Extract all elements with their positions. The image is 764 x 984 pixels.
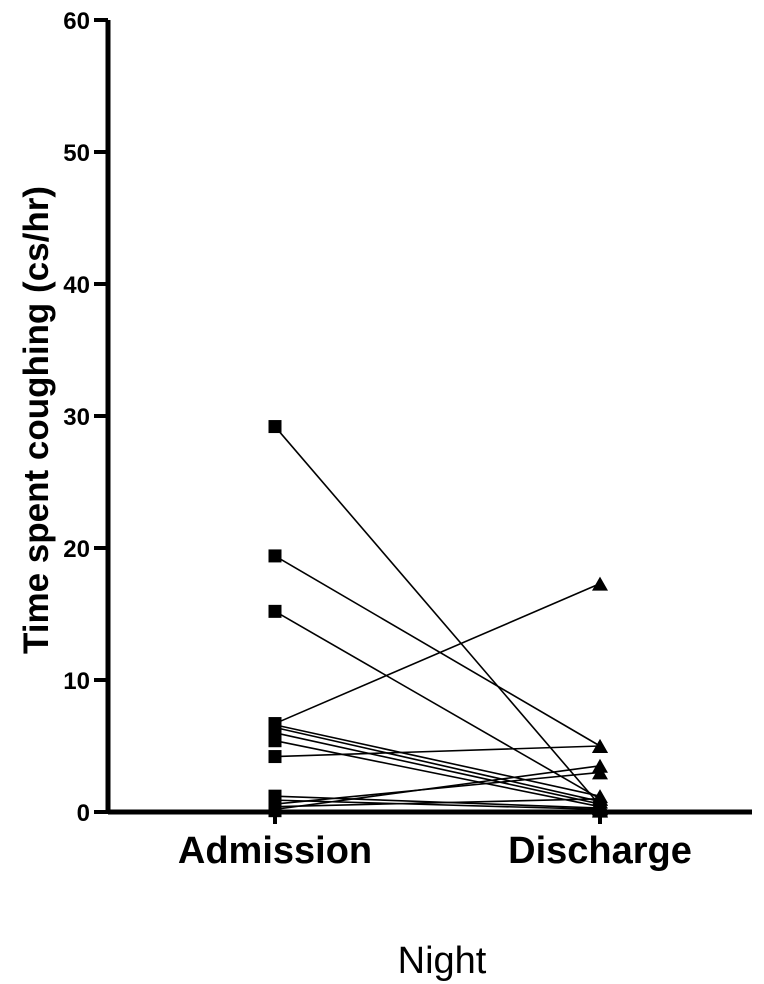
pair-line	[274, 765, 601, 811]
pair-line	[274, 726, 601, 803]
pair-line	[274, 582, 601, 725]
discharge-marker	[592, 758, 608, 773]
y-ticks: 0 10 20 30 40 50 60	[63, 8, 108, 827]
discharge-marker	[592, 803, 608, 818]
discharge-marker	[592, 791, 608, 806]
pair-line	[274, 739, 601, 808]
admission-marker	[268, 734, 282, 748]
x-category-label: Discharge	[508, 830, 692, 872]
admission-marker	[268, 420, 282, 434]
admission-marker	[268, 604, 282, 618]
discharge-marker	[592, 739, 608, 753]
pair-line	[274, 426, 601, 806]
y-tick-label: 50	[63, 140, 90, 167]
pair-line	[274, 798, 601, 808]
admission-marker	[268, 750, 282, 764]
discharge-marker	[592, 576, 608, 591]
axes	[105, 20, 752, 815]
data-markers	[268, 420, 608, 818]
pair-line	[274, 724, 601, 797]
admission-marker	[268, 549, 282, 563]
y-axis-title: Time spent coughing (cs/hr)	[17, 186, 56, 654]
pair-line	[274, 610, 601, 800]
y-tick-label: 10	[63, 668, 90, 695]
x-axis-title: Night	[398, 940, 487, 982]
y-tick-label: 40	[63, 272, 90, 299]
x-category-labels: Admission Discharge	[178, 812, 692, 872]
y-tick-label: 60	[63, 8, 90, 35]
pair-line	[274, 555, 601, 747]
pair-line	[274, 745, 601, 758]
y-tick-label: 0	[77, 800, 90, 827]
admission-marker	[268, 804, 282, 818]
y-tick-label: 20	[63, 536, 90, 563]
x-category-label: Admission	[178, 830, 372, 872]
y-tick-label: 30	[63, 404, 90, 431]
pair-line	[274, 732, 601, 805]
pair-lines	[274, 426, 601, 812]
